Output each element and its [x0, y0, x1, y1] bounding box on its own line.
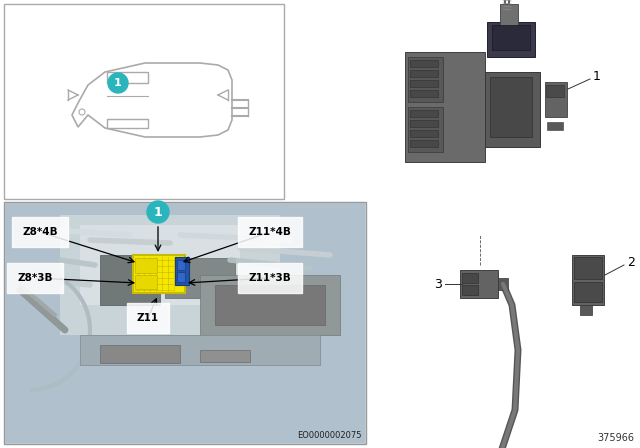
Bar — [200, 275, 340, 335]
Bar — [492, 25, 530, 50]
Bar — [408, 57, 443, 102]
Bar — [547, 122, 563, 130]
Bar — [100, 255, 160, 305]
Bar — [410, 120, 438, 127]
Bar — [410, 60, 438, 67]
Bar — [410, 70, 438, 77]
Bar — [135, 275, 157, 289]
Text: EO0000002075: EO0000002075 — [298, 431, 362, 440]
Bar — [546, 85, 564, 97]
Bar — [177, 272, 185, 282]
Bar — [572, 255, 604, 305]
Text: 1: 1 — [114, 78, 122, 88]
Bar — [410, 80, 438, 87]
Bar — [490, 77, 532, 137]
Bar — [80, 225, 240, 305]
Text: Z8*3B: Z8*3B — [17, 273, 52, 283]
Bar — [460, 270, 498, 298]
Bar — [487, 22, 535, 57]
Bar — [60, 215, 280, 335]
Bar — [200, 350, 250, 362]
Bar — [100, 345, 180, 363]
Text: Z11: Z11 — [137, 313, 159, 323]
Bar — [574, 282, 602, 302]
Text: Z8*4B: Z8*4B — [22, 227, 58, 237]
Bar — [133, 255, 185, 293]
Bar — [215, 285, 325, 325]
Text: 1: 1 — [154, 206, 163, 219]
Circle shape — [108, 73, 128, 93]
Bar — [500, 4, 518, 26]
Bar — [410, 130, 438, 137]
Bar — [4, 4, 284, 199]
Bar — [165, 258, 235, 298]
Text: Z11*3B: Z11*3B — [248, 273, 291, 283]
Bar — [545, 82, 567, 117]
Text: 3: 3 — [434, 277, 442, 290]
Bar — [408, 107, 443, 152]
Text: 1: 1 — [593, 70, 601, 83]
Bar — [80, 335, 320, 365]
Bar — [175, 257, 189, 285]
Bar — [580, 305, 592, 315]
Circle shape — [147, 201, 169, 223]
Bar — [498, 278, 508, 290]
Bar — [462, 273, 478, 283]
Text: 375966: 375966 — [597, 433, 634, 443]
Bar — [462, 285, 478, 295]
Text: Z11*4B: Z11*4B — [248, 227, 291, 237]
Bar — [405, 52, 485, 162]
Bar — [135, 258, 157, 273]
Text: 2: 2 — [627, 255, 635, 268]
Bar — [410, 90, 438, 97]
Bar — [574, 257, 602, 279]
Bar — [4, 202, 366, 444]
Bar — [5, 203, 365, 443]
Bar — [177, 260, 185, 270]
Bar — [485, 72, 540, 147]
Bar — [410, 140, 438, 147]
Bar — [410, 110, 438, 117]
